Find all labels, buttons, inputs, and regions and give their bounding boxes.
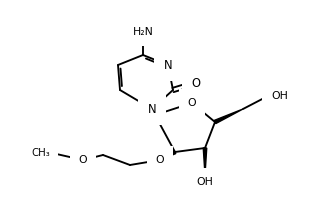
Text: N: N	[164, 59, 172, 72]
Text: O: O	[156, 155, 164, 165]
Text: methoxy: methoxy	[43, 152, 49, 154]
Text: OH: OH	[271, 91, 288, 101]
Text: CH₃: CH₃	[31, 148, 50, 158]
Text: O: O	[79, 155, 87, 165]
Text: N: N	[148, 103, 156, 116]
Text: O: O	[188, 98, 196, 108]
Text: O: O	[192, 77, 201, 90]
Polygon shape	[214, 109, 243, 124]
Text: H₂N: H₂N	[133, 27, 154, 37]
Polygon shape	[160, 150, 176, 160]
Text: OH: OH	[196, 177, 213, 187]
Polygon shape	[203, 148, 207, 175]
